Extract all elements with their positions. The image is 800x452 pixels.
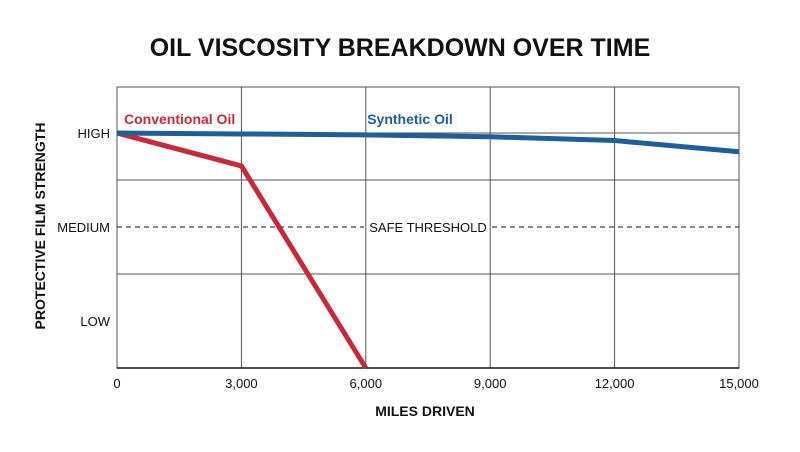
x-tick-label: 12,000: [595, 376, 635, 391]
threshold-label: SAFE THRESHOLD: [369, 220, 487, 235]
synthetic-oil-line: [116, 130, 740, 155]
conventional-oil-label: Conventional Oil: [124, 111, 235, 127]
y-tick-label: HIGH: [78, 126, 111, 141]
x-axis-title: MILES DRIVEN: [375, 403, 475, 419]
x-tick-label: 6,000: [350, 376, 383, 391]
chart-title: OIL VISCOSITY BREAKDOWN OVER TIME: [150, 34, 651, 62]
grid: [116, 86, 740, 369]
y-axis-title: PROTECTIVE FILM STRENGTH: [32, 123, 48, 330]
x-tick-label: 3,000: [225, 376, 258, 391]
y-tick-label: LOW: [80, 314, 110, 329]
x-tick-label: 9,000: [474, 376, 507, 391]
ticks: 0 3,000 6,000 9,000 12,000 15,000 HIGH MEDIUM LO…: [57, 126, 759, 391]
conventional-oil-line: [116, 130, 368, 370]
x-tick-label: 0: [113, 376, 120, 391]
threshold: SAFE THRESHOLD: [117, 220, 739, 235]
series: Conventional Oil Synthetic Oil: [116, 111, 740, 370]
x-tick-label: 15,000: [719, 376, 759, 391]
synthetic-oil-label: Synthetic Oil: [367, 111, 453, 127]
y-tick-label: MEDIUM: [57, 220, 110, 235]
